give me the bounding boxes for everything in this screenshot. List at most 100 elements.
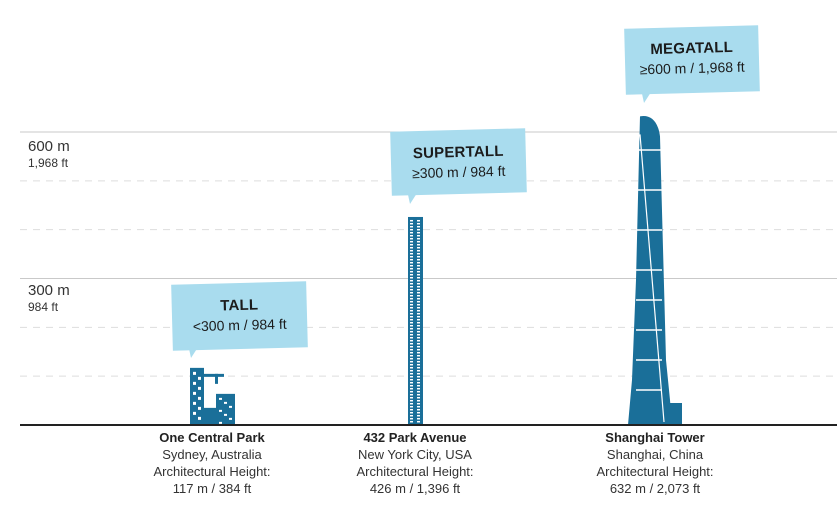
window [417,393,420,396]
window [417,225,420,228]
window [417,348,420,351]
callout-megatall-name: MEGATALL [650,38,734,59]
arm-support [215,373,218,384]
y-label-600: 600 m 1,968 ft [28,138,70,171]
window [198,406,201,410]
window [410,240,413,243]
window [224,425,227,428]
callout-supertall-range: ≥300 m / 984 ft [411,162,506,182]
window [417,231,420,234]
window [410,279,413,282]
window [198,376,201,380]
window [410,405,413,408]
window [417,381,420,384]
building-one-central-park [190,367,235,428]
window [417,378,420,381]
window [417,411,420,414]
window [410,363,413,366]
window [410,261,413,264]
window [417,246,420,249]
window [417,261,420,264]
window [417,360,420,363]
window [410,327,413,330]
window [417,399,420,402]
window [410,312,413,315]
window [410,393,413,396]
window [410,408,413,411]
window [410,414,413,417]
building-location: New York City, USA [358,447,472,462]
building-height-label: Architectural Height: [356,464,474,479]
window [410,420,413,423]
window [410,306,413,309]
window [410,315,413,318]
window [410,411,413,414]
window [417,249,420,252]
window [417,264,420,267]
window [410,264,413,267]
window [410,297,413,300]
podium [204,407,216,425]
callout-supertall: SUPERTALL ≥300 m / 984 ft [390,128,527,196]
caption-432-park-avenue: 432 Park Avenue New York City, USA Archi… [315,429,515,497]
window [417,342,420,345]
window [417,408,420,411]
window [410,285,413,288]
window [417,228,420,231]
window [410,369,413,372]
window [417,291,420,294]
window [417,270,420,273]
building-shanghai-tower [628,116,682,426]
window [417,369,420,372]
window [193,411,196,415]
window [410,282,413,285]
window [410,351,413,354]
window [193,401,196,405]
caption-one-central-park: One Central Park Sydney, Australia Archi… [112,429,312,497]
window [417,285,420,288]
callout-megatall: MEGATALL ≥600 m / 1,968 ft [624,25,760,95]
window [417,309,420,312]
window [417,387,420,390]
callout-supertall-name: SUPERTALL [412,142,504,163]
window [410,234,413,237]
window [417,390,420,393]
window [417,303,420,306]
podium [664,403,682,425]
window [410,228,413,231]
building-432-park-avenue [408,216,423,425]
window [219,409,222,412]
window [417,282,420,285]
building-height-label: Architectural Height: [153,464,271,479]
window [219,421,222,424]
window [410,237,413,240]
window [198,416,201,420]
window [417,240,420,243]
building-height: 426 m / 1,396 ft [369,481,461,496]
window [410,387,413,390]
window [410,375,413,378]
buildings [190,116,682,428]
window [417,420,420,423]
window [417,300,420,303]
window [410,378,413,381]
callout-tall: TALL <300 m / 984 ft [171,281,308,351]
window [410,243,413,246]
window [193,391,196,395]
window [417,372,420,375]
window [410,402,413,405]
tower-east [216,393,235,425]
window [417,294,420,297]
window [410,345,413,348]
window [417,237,420,240]
window [229,417,232,420]
window [417,315,420,318]
window [417,267,420,270]
callout-tall-name: TALL [219,296,259,315]
window [410,360,413,363]
building-location: Shanghai, China [606,447,704,462]
window [224,401,227,404]
window [410,381,413,384]
window [417,375,420,378]
